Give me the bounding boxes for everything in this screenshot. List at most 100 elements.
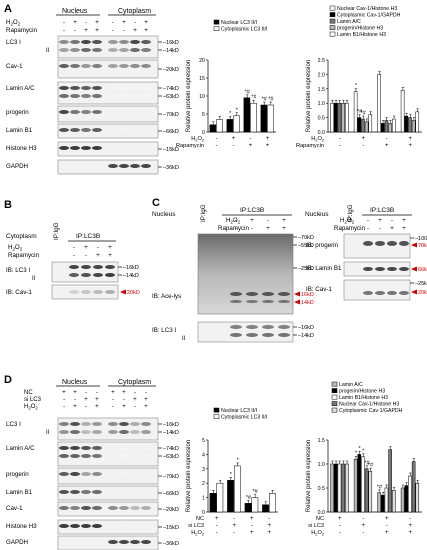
- band: [119, 40, 129, 44]
- lane-sign: +: [62, 389, 66, 396]
- lane-sign: +: [95, 403, 99, 410]
- blot-a-mw: –63kD: [163, 94, 179, 100]
- y-tick-label: 3: [202, 467, 205, 473]
- band: [119, 164, 129, 168]
- blot-c-right-arrow: [411, 289, 417, 295]
- significance-mark: *: [237, 457, 240, 463]
- blot-label: IB: progerin: [306, 242, 339, 249]
- chart-bar: [384, 487, 389, 513]
- band: [70, 128, 80, 132]
- significance-mark: *: [236, 107, 239, 113]
- band: [246, 292, 258, 296]
- lane-sign: +: [144, 27, 148, 34]
- band: [93, 265, 103, 269]
- y-tick-label: 1: [202, 496, 205, 502]
- chart-bar: [391, 118, 396, 133]
- blot-c-mw: 16kD: [301, 292, 314, 298]
- y-tick-label: 15: [199, 76, 205, 82]
- x-sign: -: [216, 143, 218, 149]
- chart-bar: [408, 475, 412, 513]
- blot-d-mw: –14kD: [163, 430, 179, 436]
- blot-d-mw: –20kD: [163, 507, 179, 513]
- lane-sign: -: [63, 19, 65, 26]
- lane-sign: +: [133, 27, 137, 34]
- lane-sign: -: [251, 225, 253, 232]
- x-sign: +: [266, 143, 270, 149]
- band: [108, 86, 118, 90]
- blot-c-right-mw: 70kD: [418, 243, 427, 249]
- x-sign: -: [362, 143, 364, 149]
- band: [119, 506, 129, 510]
- lane-sign: +: [144, 403, 148, 410]
- blot-b: [51, 261, 119, 283]
- band: [141, 40, 151, 44]
- band: [70, 506, 80, 510]
- band: [230, 292, 242, 296]
- band: [59, 506, 69, 510]
- lane-sign: -: [74, 396, 76, 403]
- chart-bar: [361, 118, 365, 133]
- blot-c-right: [343, 279, 411, 301]
- x-sign: +: [215, 516, 219, 522]
- y-tick-label: 10: [199, 94, 205, 100]
- band: [108, 128, 118, 132]
- x-sign-row-label: si LC3: [188, 523, 204, 529]
- blot-label: Lamin A/C: [6, 445, 35, 452]
- lane-sign: -: [73, 252, 75, 259]
- blot-label: Cav-1: [6, 63, 23, 70]
- band: [70, 146, 80, 150]
- lane-sign: -: [367, 217, 369, 224]
- y-tick-label: 2.5: [318, 58, 325, 64]
- chart-bar: [337, 102, 342, 133]
- band: [230, 333, 242, 337]
- band: [81, 290, 91, 294]
- significance-mark: *#: [253, 489, 259, 495]
- chart-bar: [341, 102, 345, 133]
- band: [70, 110, 80, 114]
- blot-c-arrow: [294, 299, 300, 305]
- chart-bar: [404, 115, 409, 133]
- blot-label: progerin: [6, 471, 29, 478]
- x-sign: -: [339, 523, 341, 529]
- y-tick-label: 5: [202, 112, 205, 118]
- band: [141, 110, 151, 114]
- y-tick-label: 20: [199, 58, 205, 64]
- chart-bar: [233, 115, 240, 133]
- chart-bar: [353, 91, 358, 133]
- band: [375, 291, 385, 295]
- lane-sign: +: [122, 19, 126, 26]
- ip-label: IP:LC3B: [240, 207, 264, 214]
- legend-entry: Cytoplasmic Cav-1/GAPDH: [339, 408, 403, 414]
- lane-sign: -: [63, 27, 65, 34]
- x-sign: -: [216, 523, 218, 529]
- chart-bar: [415, 111, 420, 133]
- band: [141, 128, 151, 132]
- band: [70, 540, 80, 544]
- band: [130, 48, 140, 52]
- band: [141, 454, 151, 458]
- legend-swatch: [331, 394, 338, 400]
- band: [130, 430, 140, 434]
- band: [70, 472, 80, 476]
- chart-bar: [384, 120, 389, 133]
- chart-bar: [330, 463, 334, 513]
- band: [141, 540, 151, 544]
- legend-entry: Cytoplasmic Cav-1/GAPDH: [337, 13, 401, 19]
- ip-igg-label: IP:IgG: [347, 204, 354, 222]
- context-label-nucleus: Nucleus: [305, 211, 329, 218]
- x-sign: -: [233, 516, 235, 522]
- band: [92, 146, 102, 150]
- x-sign: +: [338, 516, 342, 522]
- chart-bar: [251, 497, 259, 513]
- panel-letter-a: A: [4, 3, 12, 15]
- treatment-label: H2O2: [24, 404, 38, 411]
- lane-sign: +: [73, 19, 77, 26]
- y-tick-label: 1.5: [318, 87, 325, 93]
- band: [70, 40, 80, 44]
- band: [59, 524, 69, 528]
- band: [130, 446, 140, 450]
- x-sign: -: [386, 136, 388, 142]
- x-sign: +: [249, 143, 253, 149]
- band: [108, 422, 118, 426]
